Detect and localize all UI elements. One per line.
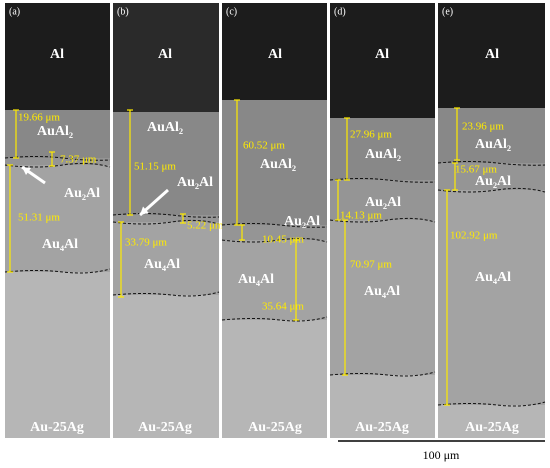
measurement: 7.37 μm xyxy=(60,154,97,166)
phase-boundary xyxy=(221,223,328,228)
au4al-region xyxy=(222,240,327,320)
phase-label: Al xyxy=(158,47,172,62)
phase-label: AuAl₂ xyxy=(260,157,296,172)
au2al-region xyxy=(113,215,219,222)
measurement: 33.79 μm xyxy=(125,237,167,249)
phase-label: Au₂Al xyxy=(177,175,213,190)
measurement: 60.52 μm xyxy=(243,140,285,152)
panel-label: (a) xyxy=(9,6,20,17)
phase-boundary xyxy=(112,291,220,297)
measurement: 51.31 μm xyxy=(18,212,60,224)
au2al-region xyxy=(330,180,435,220)
phase-boundary xyxy=(329,217,436,223)
au4al-region xyxy=(5,165,110,272)
phase-label: AuAl₂ xyxy=(365,147,401,162)
panel-label: (c) xyxy=(226,6,237,17)
al-region xyxy=(5,3,110,110)
measurement: 14.13 μm xyxy=(340,210,382,222)
phase-boundary xyxy=(4,268,111,274)
measurement: 23.96 μm xyxy=(462,121,504,133)
al-region xyxy=(222,3,327,100)
phase-label: Au₄Al xyxy=(144,257,180,272)
measurement: 70.97 μm xyxy=(350,259,392,271)
au4al-region xyxy=(438,190,545,405)
al-region xyxy=(113,3,219,112)
aual2-region xyxy=(113,112,219,215)
au4al-region xyxy=(113,222,219,295)
phase-label: Au-25Ag xyxy=(355,420,409,435)
measurement: 15.67 μm xyxy=(455,164,497,176)
arrow-head xyxy=(22,167,31,176)
phase-boundary xyxy=(437,401,546,407)
phase-label: Al xyxy=(268,47,282,62)
phase-label: AuAl₂ xyxy=(475,137,511,152)
phase-label: AuAl₂ xyxy=(37,124,73,139)
phase-boundary xyxy=(4,156,111,161)
measurement: 51.15 μm xyxy=(134,161,176,173)
measurement: 102.92 μm xyxy=(450,230,498,242)
aual2-region xyxy=(438,108,545,163)
phase-label: Au₄Al xyxy=(42,237,78,252)
phase-label: Al xyxy=(375,47,389,62)
measurement: 5.22 μm xyxy=(187,220,224,232)
phase-boundary xyxy=(221,237,328,243)
phase-label: AuAl₂ xyxy=(147,120,183,135)
measurement: 27.96 μm xyxy=(350,129,392,141)
al-region xyxy=(330,3,435,118)
phase-boundary xyxy=(112,213,220,218)
phase-label: Au-25Ag xyxy=(30,420,84,435)
au4al-region xyxy=(330,220,435,375)
phase-label: Au₄Al xyxy=(364,284,400,299)
aual2-region xyxy=(5,110,110,158)
phase-boundary xyxy=(437,161,546,166)
phase-label: Au-25Ag xyxy=(138,420,192,435)
al-region xyxy=(438,3,545,108)
scale-bar-label: 100 μm xyxy=(423,448,460,462)
phase-label: Au₂Al xyxy=(365,195,401,210)
phase-label: Au₄Al xyxy=(238,272,274,287)
aual2-region xyxy=(222,100,327,225)
phase-label: Au₂Al xyxy=(64,186,100,201)
phase-boundary xyxy=(112,219,220,225)
phase-boundary xyxy=(437,187,546,193)
phase-boundary xyxy=(329,371,436,377)
panel-label: (e) xyxy=(442,6,453,17)
au2al-region xyxy=(5,158,110,165)
arrow-head xyxy=(140,206,149,215)
phase-label: Au₄Al xyxy=(475,270,511,285)
phase-boundary xyxy=(221,316,328,322)
au2al-region xyxy=(222,225,327,240)
panel-label: (d) xyxy=(334,6,346,17)
phase-boundary xyxy=(329,178,436,183)
phase-label: Au-25Ag xyxy=(465,420,519,435)
phase-label: Au₂Al xyxy=(284,214,320,229)
phase-label: Au-25Ag xyxy=(248,420,302,435)
measurement: 10.45 μm xyxy=(262,234,304,246)
panel-label: (b) xyxy=(117,6,129,17)
phase-label: Au₂Al xyxy=(475,174,511,189)
phase-label: Al xyxy=(485,47,499,62)
au2al-region xyxy=(438,163,545,190)
measurement: 19.66 μm xyxy=(18,112,60,124)
phase-label: Al xyxy=(50,47,64,62)
measurement: 35.64 μm xyxy=(262,301,304,313)
